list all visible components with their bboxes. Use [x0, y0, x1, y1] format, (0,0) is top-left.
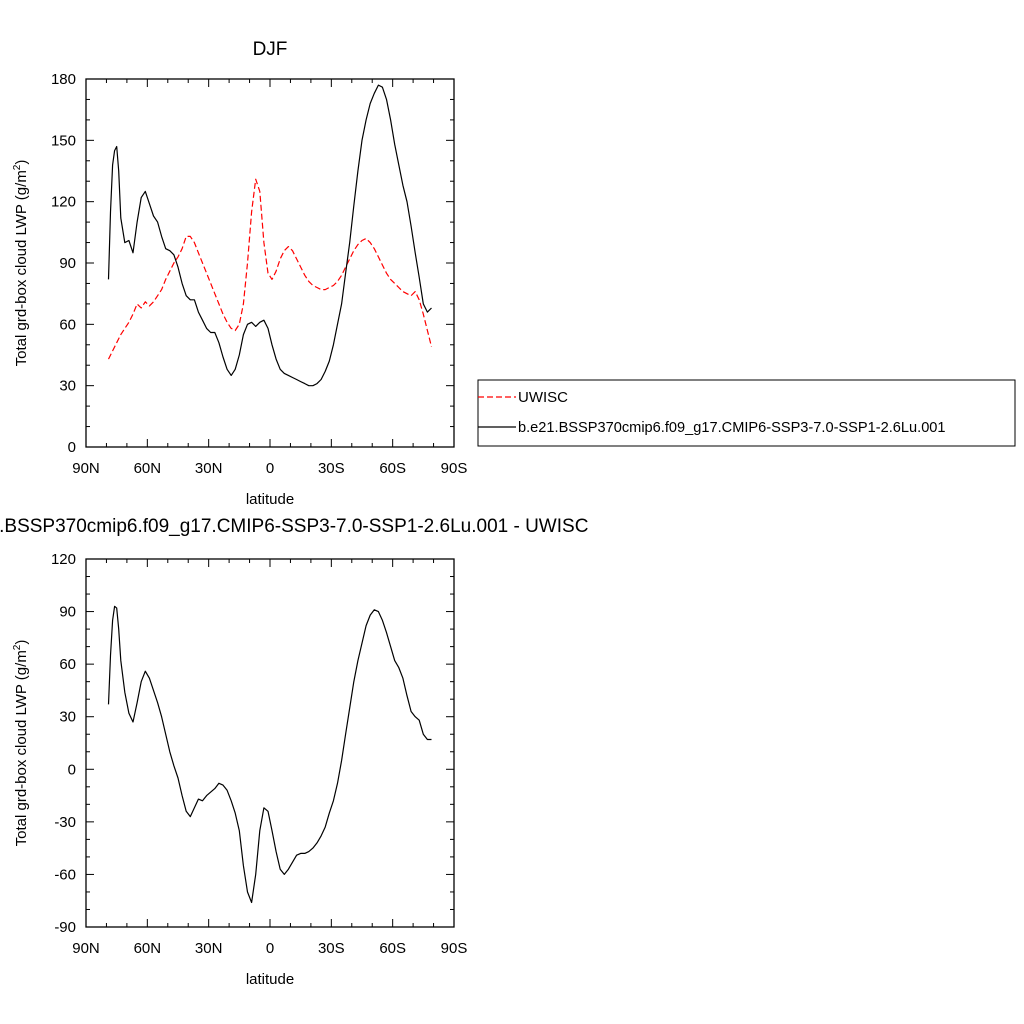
- chart-top-ticks: [85, 78, 455, 448]
- ytick-label: 60: [59, 316, 76, 333]
- chart-bottom-xlabel: latitude: [246, 971, 294, 988]
- xtick-label: 0: [266, 940, 274, 957]
- legend-box: [477, 379, 1016, 447]
- ytick-label: 90: [59, 255, 76, 272]
- chart-top-legend: UWISC b.e21.BSSP370cmip6.f09_g17.CMIP6-S…: [477, 379, 1016, 447]
- xtick-label: 90S: [441, 940, 468, 957]
- xtick-label: 60S: [379, 940, 406, 957]
- ytick-label: -90: [54, 919, 76, 936]
- ytick-label: 150: [51, 132, 76, 149]
- chart-bottom: b.e21.BSSP370cmip6.f09_g17.CMIP6-SSP3-7.…: [0, 516, 588, 988]
- ytick-label: 90: [59, 604, 76, 621]
- ytick-label: 0: [68, 439, 76, 456]
- xtick-label: 30N: [195, 460, 223, 477]
- xtick-label: 90N: [72, 460, 100, 477]
- chart-bottom-xtick-labels: 90N 60N 30N 0 30S 60S 90S: [72, 940, 467, 957]
- ytick-label: -30: [54, 814, 76, 831]
- xtick-label: 0: [266, 460, 274, 477]
- chart-bottom-series: [107, 605, 432, 904]
- chart-top-series: [107, 84, 433, 387]
- chart-top-xtick-labels: 90N 60N 30N 0 30S 60S 90S: [72, 460, 467, 477]
- ytick-label: 0: [68, 761, 76, 778]
- ytick-label: -60: [54, 866, 76, 883]
- xtick-label: 90N: [72, 940, 100, 957]
- chart-top: DJF 0 30 60 90 120 150 180 90N 60N 30N 0 30S 60S 90S…: [12, 39, 1016, 508]
- ytick-label: 30: [59, 709, 76, 726]
- chart-bottom-series-line-difference: [107, 605, 432, 904]
- ytick-label: 180: [51, 71, 76, 88]
- chart-bottom-ytick-labels: -90 -60 -30 0 30 60 90 120: [51, 551, 76, 936]
- xtick-label: 30S: [318, 460, 345, 477]
- xtick-label: 30S: [318, 940, 345, 957]
- xtick-label: 30N: [195, 940, 223, 957]
- chart-bottom-plot-frame: [85, 558, 455, 928]
- chart-top-ytick-labels: 0 30 60 90 120 150 180: [51, 71, 76, 456]
- legend-label-uwisc: UWISC: [518, 389, 568, 406]
- chart-top-series-line-model: [107, 84, 432, 387]
- chart-top-ylabel: Total grd-box cloud LWP (g/m2): [12, 160, 30, 367]
- chart-bottom-ylabel: Total grd-box cloud LWP (g/m2): [12, 640, 30, 847]
- chart-bottom-ticks: [85, 558, 455, 928]
- ytick-label: 120: [51, 551, 76, 568]
- ytick-label: 60: [59, 656, 76, 673]
- legend-label-model: b.e21.BSSP370cmip6.f09_g17.CMIP6-SSP3-7.…: [518, 420, 946, 436]
- chart-top-xlabel: latitude: [246, 491, 294, 508]
- xtick-label: 60S: [379, 460, 406, 477]
- chart-top-title: DJF: [253, 39, 288, 60]
- chart-top-plot-frame: [85, 78, 455, 448]
- xtick-label: 90S: [441, 460, 468, 477]
- chart-bottom-title: b.e21.BSSP370cmip6.f09_g17.CMIP6-SSP3-7.…: [0, 516, 588, 537]
- ytick-label: 30: [59, 378, 76, 395]
- xtick-label: 60N: [134, 460, 162, 477]
- ytick-label: 120: [51, 194, 76, 211]
- xtick-label: 60N: [134, 940, 162, 957]
- chart-top-series-line-uwisc: [107, 178, 433, 360]
